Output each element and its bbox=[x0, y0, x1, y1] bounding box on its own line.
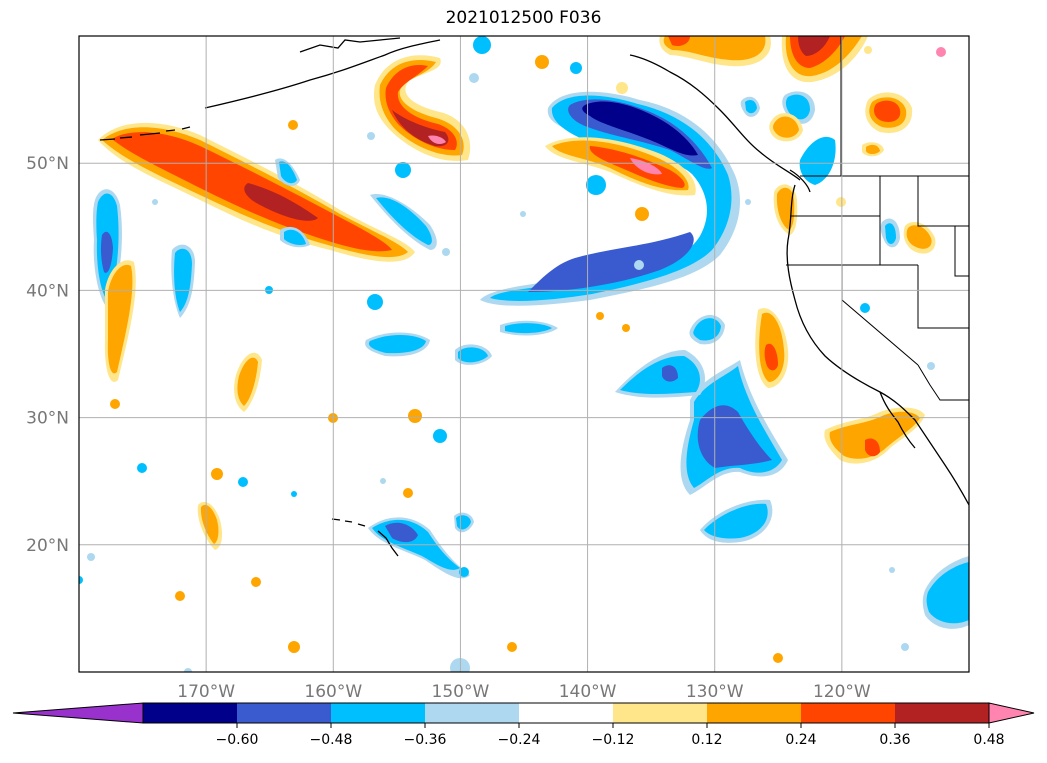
contour-negative-cyan bbox=[620, 355, 700, 394]
contour-positive-orange bbox=[906, 225, 932, 249]
colorbar-tick-label: −0.36 bbox=[404, 732, 447, 748]
contour-positive-red bbox=[865, 438, 880, 457]
colorbar-frame bbox=[142, 702, 990, 724]
contour-negative-cyan bbox=[704, 503, 768, 539]
contour-positive-orange bbox=[107, 264, 133, 374]
colorbar-segment bbox=[331, 703, 425, 723]
contour-positive-orange bbox=[237, 357, 258, 406]
colorbar-tick-label: 0.24 bbox=[785, 732, 816, 748]
colorbar-segment bbox=[613, 703, 707, 723]
lat-tick-label: 20°N bbox=[26, 536, 69, 556]
colorbar-segment bbox=[801, 703, 895, 723]
lat-tick-label: 50°N bbox=[26, 154, 69, 174]
colorbar-tick-label: 0.12 bbox=[691, 732, 722, 748]
contour-positive-orange bbox=[200, 504, 219, 544]
contour-negative-mid bbox=[100, 231, 113, 273]
lon-tick-label: 120°W bbox=[813, 682, 871, 702]
contour-positive-pink bbox=[630, 158, 662, 175]
contour-negative-mid bbox=[662, 365, 678, 382]
contour-negative-cyan bbox=[885, 223, 896, 244]
bc-coast bbox=[629, 54, 801, 181]
contour-negative-cyan bbox=[368, 335, 426, 354]
state-border-co bbox=[954, 226, 969, 277]
contour-negative-cyan bbox=[785, 94, 810, 120]
colorbar-extend-max bbox=[988, 702, 1035, 724]
alaska-southcoast bbox=[299, 37, 401, 53]
field-contours bbox=[79, 36, 969, 672]
latitude-labels: 20°N 30°N 40°N 50°N bbox=[26, 154, 69, 556]
colorbar: −0.60 −0.48 −0.36 −0.24 −0.12 0.12 0.24 0.36 0.4… bbox=[12, 702, 1035, 748]
contour-negative-cyan bbox=[926, 562, 969, 624]
colorbar-tick-label: 0.36 bbox=[879, 732, 910, 748]
colorbar-segment bbox=[519, 703, 613, 723]
contour-negative-cyan bbox=[174, 248, 192, 312]
colorbar-tick-label: −0.24 bbox=[498, 732, 541, 748]
vancouver-island bbox=[789, 169, 811, 193]
lon-tick-label: 160°W bbox=[304, 682, 362, 702]
contour-positive-darkred bbox=[244, 183, 318, 221]
colorbar-tick-label: 0.48 bbox=[973, 732, 1004, 748]
colorbar-segment bbox=[895, 703, 989, 723]
contour-negative-cyan bbox=[745, 100, 757, 114]
colorbar-segment bbox=[707, 703, 801, 723]
contour-negative-cyan bbox=[284, 229, 306, 246]
lon-tick-label: 150°W bbox=[432, 682, 490, 702]
contour-negative-cyan bbox=[279, 161, 297, 184]
contour-positive-orange bbox=[829, 411, 920, 459]
hawaii-islands bbox=[331, 518, 399, 557]
contour-positive-orange bbox=[773, 116, 799, 138]
contour-negative-cyan bbox=[456, 515, 471, 530]
contour-negative-cyan bbox=[693, 318, 721, 341]
lon-tick-label: 170°W bbox=[177, 682, 235, 702]
contour-negative-mid bbox=[528, 232, 694, 292]
lat-tick-label: 40°N bbox=[26, 281, 69, 301]
contour-positive-red bbox=[668, 36, 690, 46]
colorbar-tick-label: −0.12 bbox=[592, 732, 635, 748]
contour-positive-red bbox=[385, 64, 457, 150]
lat-tick-label: 30°N bbox=[26, 409, 69, 429]
map-title: 2021012500 F036 bbox=[445, 8, 602, 28]
contour-negative-cyan bbox=[458, 347, 488, 363]
colorbar-extend-min bbox=[12, 702, 144, 724]
contour-positive-darkred bbox=[798, 36, 830, 56]
contour-positive-red bbox=[874, 100, 901, 122]
colorbar-segment bbox=[143, 703, 237, 723]
colorbar-segment bbox=[425, 703, 519, 723]
state-border-ca-az bbox=[917, 364, 969, 401]
us-west-coast bbox=[786, 184, 969, 506]
contour-negative-cyan bbox=[376, 197, 432, 245]
lon-tick-label: 130°W bbox=[686, 682, 744, 702]
gridlines bbox=[79, 36, 969, 672]
colorbar-tick-label: −0.60 bbox=[216, 732, 259, 748]
map-background bbox=[79, 36, 969, 672]
colorbar-tick-label: −0.48 bbox=[310, 732, 353, 748]
longitude-labels: 170°W 160°W 150°W 140°W 130°W 120°W bbox=[177, 682, 871, 702]
contour-positive-pink bbox=[428, 135, 446, 144]
lon-tick-label: 140°W bbox=[559, 682, 617, 702]
contour-negative-mid bbox=[385, 522, 418, 543]
alaska-coast bbox=[204, 39, 441, 109]
baja-california bbox=[879, 391, 916, 449]
aleutian-islands bbox=[99, 126, 191, 141]
contour-positive-orange bbox=[866, 144, 880, 154]
small-contour-dots bbox=[79, 36, 946, 672]
state-border-mt-wy bbox=[917, 176, 969, 227]
contour-negative-cyan bbox=[799, 136, 836, 185]
contour-negative-deep bbox=[582, 101, 698, 156]
plot-frame bbox=[78, 35, 970, 673]
state-border-ut-az bbox=[917, 265, 969, 329]
contour-positive-red bbox=[764, 343, 778, 371]
contour-negative-mid bbox=[697, 405, 772, 468]
contour-negative-cyan bbox=[505, 323, 552, 334]
colorbar-segment bbox=[237, 703, 331, 723]
coastlines bbox=[99, 37, 969, 557]
